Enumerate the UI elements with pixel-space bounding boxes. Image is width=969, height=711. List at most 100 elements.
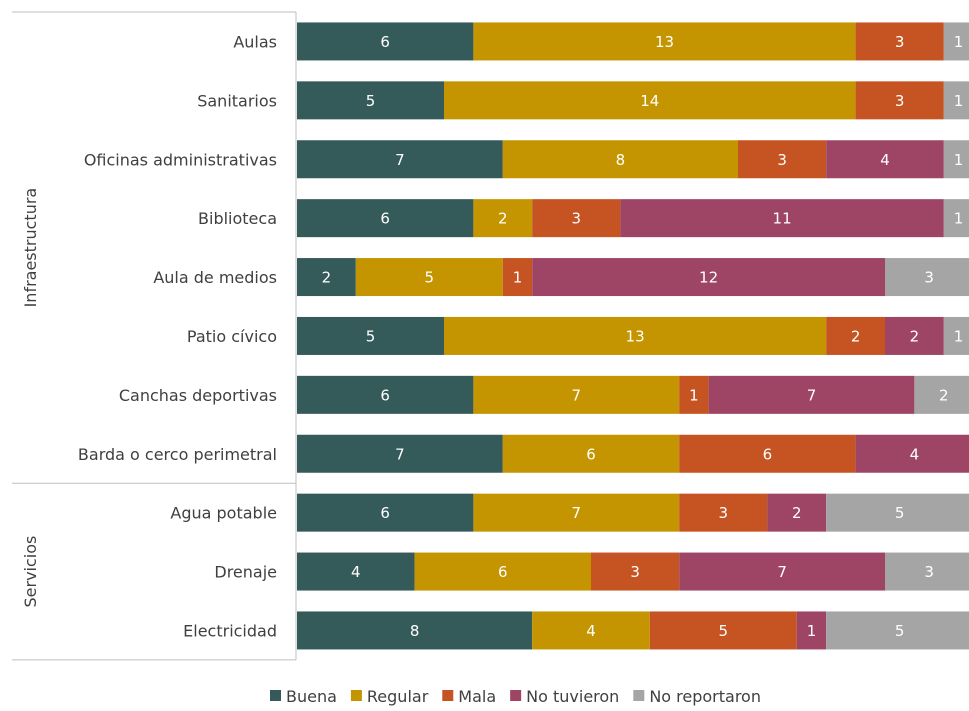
bar-segment	[473, 493, 680, 532]
bar-segment	[943, 81, 969, 120]
bar-segment	[297, 199, 474, 238]
data-label: 2	[792, 504, 802, 522]
data-label: 5	[719, 622, 729, 640]
category-label: Patio cívico	[187, 327, 277, 346]
legend-entry: No reportaron	[649, 687, 761, 706]
bar-segment	[355, 258, 503, 297]
bar-segment	[502, 434, 680, 473]
bar-segment	[444, 316, 827, 355]
bar-segment	[679, 493, 768, 532]
data-label: 5	[895, 622, 905, 640]
bar-segment	[297, 140, 503, 179]
data-label: 1	[807, 622, 817, 640]
data-label: 7	[807, 386, 817, 404]
legend-swatch	[270, 690, 281, 701]
legend-swatch	[350, 690, 362, 701]
data-label: 8	[616, 151, 626, 169]
bar-segment	[679, 552, 885, 591]
bar-segment	[297, 258, 356, 297]
data-label: 5	[366, 327, 376, 345]
data-label: 7	[572, 504, 582, 522]
bar-segment	[679, 375, 709, 414]
bar-segment	[620, 199, 944, 238]
data-label: 3	[630, 563, 640, 581]
bar-segment	[297, 552, 415, 591]
data-label: 3	[895, 92, 905, 110]
category-label: Electricidad	[183, 621, 277, 640]
bar-segment	[473, 22, 856, 61]
category-label: Sanitarios	[197, 91, 277, 110]
bar-segment	[943, 199, 969, 238]
bar-segment	[532, 199, 621, 238]
bar-segment	[943, 22, 969, 61]
data-label: 6	[380, 210, 390, 228]
data-label: 3	[924, 269, 934, 287]
category-label: Agua potable	[170, 504, 277, 523]
bar-segment	[826, 316, 885, 355]
data-label: 6	[380, 386, 390, 404]
data-label: 6	[380, 504, 390, 522]
data-label: 7	[777, 563, 787, 581]
bar-segment	[885, 316, 944, 355]
data-label: 4	[880, 151, 890, 169]
bar-segment	[796, 611, 827, 650]
data-label: 3	[572, 210, 582, 228]
group-label: Servicios	[21, 536, 40, 608]
data-label: 7	[395, 445, 405, 463]
bar-segment	[855, 22, 944, 61]
bar-segment	[502, 140, 738, 179]
data-label: 8	[410, 622, 420, 640]
data-label: 4	[910, 445, 920, 463]
bar-segment	[855, 81, 944, 120]
bar-segment	[914, 375, 969, 414]
data-label: 3	[924, 563, 934, 581]
bar-segment	[591, 552, 680, 591]
data-label: 1	[689, 386, 699, 404]
data-label: 12	[699, 269, 718, 287]
data-label: 7	[572, 386, 582, 404]
bar-segment	[297, 81, 444, 120]
data-label: 1	[513, 269, 523, 287]
bar-segment	[414, 552, 591, 591]
bar-segment	[767, 493, 827, 532]
category-label: Barda o cerco perimetral	[78, 445, 277, 464]
bar-segment	[943, 140, 969, 179]
data-label: 5	[366, 92, 376, 110]
category-label: Aulas	[233, 32, 277, 51]
bar-segment	[708, 375, 915, 414]
category-label: Drenaje	[214, 563, 277, 582]
bar-segment	[826, 140, 944, 179]
data-label: 3	[895, 33, 905, 51]
bar-segment	[855, 434, 969, 473]
legend-swatch	[510, 690, 522, 701]
data-label: 11	[773, 210, 792, 228]
data-label: 6	[380, 33, 390, 51]
data-label: 2	[910, 327, 920, 345]
bar-segment	[297, 611, 533, 650]
data-label: 13	[655, 33, 674, 51]
bar-segment	[502, 258, 533, 297]
data-label: 14	[640, 92, 659, 110]
category-label: Biblioteca	[198, 209, 277, 228]
bar-segment	[473, 199, 533, 238]
data-label: 13	[626, 327, 645, 345]
data-label: 6	[498, 563, 508, 581]
bar-segment	[738, 140, 827, 179]
bar-segment	[297, 22, 474, 61]
data-label: 6	[586, 445, 596, 463]
data-label: 1	[954, 33, 964, 51]
data-label: 4	[586, 622, 596, 640]
data-label: 6	[763, 445, 773, 463]
category-label: Canchas deportivas	[119, 386, 277, 405]
legend-entry: Buena	[286, 687, 337, 706]
data-label: 1	[954, 92, 964, 110]
data-label: 2	[939, 386, 949, 404]
data-label: 2	[851, 327, 861, 345]
group-label: Infraestructura	[21, 188, 40, 308]
data-label: 3	[777, 151, 787, 169]
legend-entry: No tuvieron	[526, 687, 619, 706]
data-label: 5	[895, 504, 905, 522]
data-label: 3	[719, 504, 729, 522]
bar-segment	[532, 258, 885, 297]
